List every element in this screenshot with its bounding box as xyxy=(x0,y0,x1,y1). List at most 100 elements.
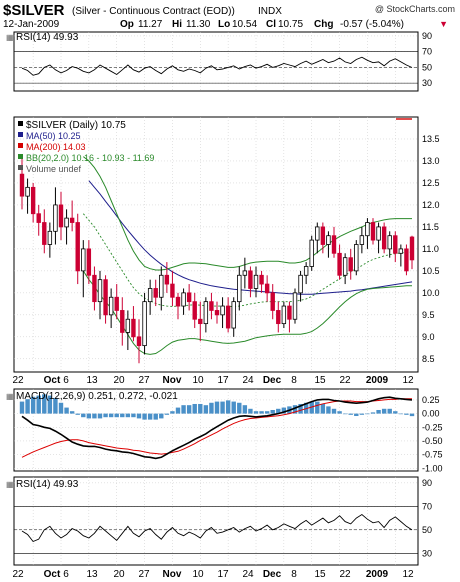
x-axis-label: Oct xyxy=(44,569,61,580)
x-axis-label: 6 xyxy=(63,375,69,386)
candle-body xyxy=(203,301,209,325)
candle-body xyxy=(164,274,170,285)
candle-body xyxy=(58,204,64,228)
candle-body xyxy=(393,235,398,254)
candle-body xyxy=(298,274,303,294)
candle-body xyxy=(381,226,387,250)
candle-body xyxy=(303,266,309,276)
macd-histogram-bar xyxy=(97,413,103,419)
macd-histogram-bar xyxy=(159,413,164,419)
candle-body xyxy=(348,257,353,272)
macd-histogram-bar xyxy=(264,411,270,414)
macd-histogram-bar xyxy=(147,413,153,420)
candle-body xyxy=(147,288,153,303)
macd-histogram-bar xyxy=(69,411,75,414)
macd-histogram-bar xyxy=(354,413,359,417)
macd-histogram-bar xyxy=(259,411,264,414)
high-label: Hi xyxy=(172,19,182,30)
x-axis-label: 13 xyxy=(86,569,98,580)
bb-upper-line xyxy=(82,156,412,271)
macd-histogram-bar xyxy=(237,402,242,414)
candle-body xyxy=(81,248,86,272)
candle-body xyxy=(209,301,214,311)
candle-body xyxy=(153,288,158,298)
macd-line xyxy=(21,396,413,460)
price-y-tick: 8.5 xyxy=(422,354,435,364)
legend-volume: Volume undef xyxy=(26,164,82,174)
macd-histogram-bar xyxy=(209,402,214,414)
candle-body xyxy=(136,336,142,347)
candle-body xyxy=(370,222,376,241)
macd-histogram-bar xyxy=(387,408,392,414)
candle-body xyxy=(170,283,175,298)
macd-histogram-bar xyxy=(19,401,25,414)
macd-histogram-bar xyxy=(337,411,342,414)
macd-histogram-bar xyxy=(320,403,326,414)
macd-histogram-bar xyxy=(170,411,175,414)
x-axis-label: 20 xyxy=(113,375,125,386)
rsi-title: RSI(14) 49.93 xyxy=(16,32,79,43)
macd-histogram-bar xyxy=(186,405,192,414)
legend-bollinger-swatch xyxy=(18,154,23,159)
rsi-title: RSI(14) 49.93 xyxy=(16,479,79,490)
watermark: @ StockCharts.com xyxy=(375,4,455,14)
candle-body xyxy=(242,270,248,276)
macd-histogram-bar xyxy=(75,413,80,415)
macd-histogram-bar xyxy=(242,405,248,414)
legend-symbol-swatch xyxy=(18,121,23,126)
candle-body xyxy=(25,186,30,197)
legend-ma200-swatch xyxy=(18,143,23,148)
candle-body xyxy=(131,318,136,338)
macd-histogram-bar xyxy=(47,395,53,414)
candle-body xyxy=(125,318,131,333)
x-axis-label: 8 xyxy=(291,375,297,386)
candle-body xyxy=(404,248,409,272)
candle-body xyxy=(30,186,36,215)
price-y-tick: 9.0 xyxy=(422,332,435,342)
x-axis-label: 15 xyxy=(314,569,326,580)
candle-body xyxy=(315,226,320,241)
macd-histogram-bar xyxy=(114,413,119,418)
close-label: Cl xyxy=(266,19,276,30)
candle-body xyxy=(309,239,314,267)
legend-ma200: MA(200) 14.03 xyxy=(26,142,86,152)
macd-histogram-bar xyxy=(409,413,415,417)
candle-body xyxy=(276,310,281,325)
candle-body xyxy=(387,235,392,250)
macd-histogram-bar xyxy=(398,413,404,415)
macd-histogram-bar xyxy=(248,408,253,414)
macd-histogram-bar xyxy=(103,413,108,418)
macd-histogram-bar xyxy=(192,403,197,414)
macd-histogram-bar xyxy=(125,413,131,418)
macd-histogram-bar xyxy=(376,409,381,414)
candle-body xyxy=(292,292,298,320)
candle-body xyxy=(214,310,220,316)
macd-histogram-bar xyxy=(315,401,320,414)
x-axis-label: 2009 xyxy=(366,375,389,386)
candle-body xyxy=(359,235,365,245)
candle-body xyxy=(175,296,181,307)
rsi-y-tick: 50 xyxy=(422,62,432,72)
x-axis-label: 13 xyxy=(86,375,98,386)
macd-histogram-bar xyxy=(326,406,331,414)
change-value: -0.57 (-5.04%) xyxy=(340,19,404,30)
rsi-y-tick: 30 xyxy=(422,78,432,88)
candle-body xyxy=(114,296,119,311)
macd-histogram-bar xyxy=(225,400,231,414)
macd-histogram-bar xyxy=(53,397,58,414)
x-axis-label: 10 xyxy=(192,375,204,386)
price-y-tick: 11.5 xyxy=(422,222,439,232)
macd-histogram-bar xyxy=(108,413,114,418)
candle-body xyxy=(326,235,331,245)
candle-body xyxy=(53,204,58,232)
rsi-y-tick: 70 xyxy=(422,47,432,57)
price-y-tick: 11.0 xyxy=(422,244,439,254)
x-axis-label: 17 xyxy=(217,569,229,580)
candle-body xyxy=(264,283,270,294)
macd-histogram-bar xyxy=(198,403,203,414)
macd-y-tick: 0.00 xyxy=(422,409,440,419)
price-y-tick: 10.5 xyxy=(422,266,440,276)
x-axis-label: 27 xyxy=(138,569,150,580)
rsi-y-tick: 90 xyxy=(422,478,432,488)
